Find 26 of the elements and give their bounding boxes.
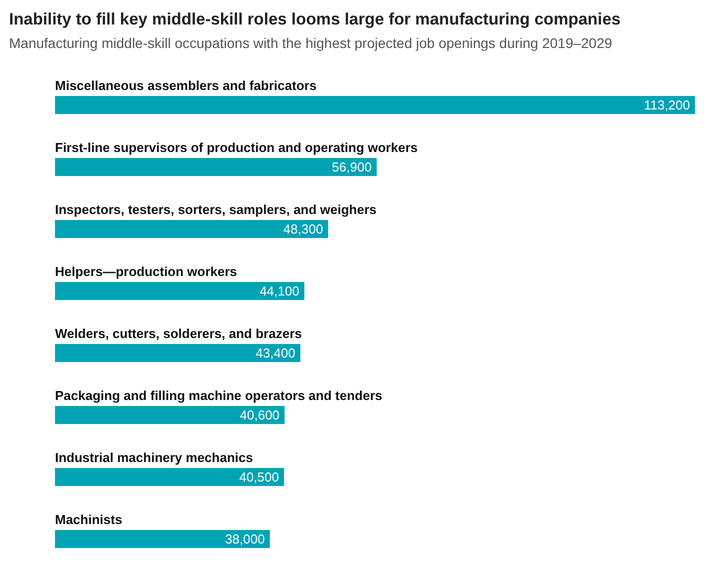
y-tick-label: Miscellaneous assemblers and fabricators [55, 78, 317, 93]
data-label: 56,900 [332, 160, 372, 174]
y-tick-label: Industrial machinery mechanics [55, 450, 253, 465]
y-tick-label: Welders, cutters, solderers, and brazers [55, 326, 302, 341]
bar [55, 530, 270, 548]
bar [55, 220, 328, 238]
data-label: 43,400 [256, 346, 296, 360]
bar [55, 344, 300, 362]
bar [55, 96, 695, 114]
y-tick-label: Machinists [55, 512, 122, 527]
bar [55, 468, 284, 486]
y-tick-label: Inspectors, testers, sorters, samplers, and weighers [55, 202, 377, 217]
chart-subtitle: Manufacturing middle-skill occupations with the highest projected job openings during 2019–2029 [9, 35, 612, 51]
data-label: 40,600 [240, 408, 280, 422]
y-tick-label: Packaging and filling machine operators and tenders [55, 388, 382, 403]
bar [55, 282, 304, 300]
data-label: 38,000 [225, 532, 265, 546]
bar [55, 158, 377, 176]
y-tick-label: First-line supervisors of production and operating workers [55, 140, 418, 155]
data-label: 113,200 [644, 98, 690, 112]
bar [55, 406, 285, 424]
data-label: 48,300 [283, 222, 324, 236]
data-label: 40,500 [239, 470, 279, 484]
data-label: 44,100 [260, 284, 300, 298]
y-tick-label: Helpers—production workers [55, 264, 238, 279]
chart-title: Inability to fill key middle-skill roles looms large for manufacturing companies [9, 10, 621, 28]
